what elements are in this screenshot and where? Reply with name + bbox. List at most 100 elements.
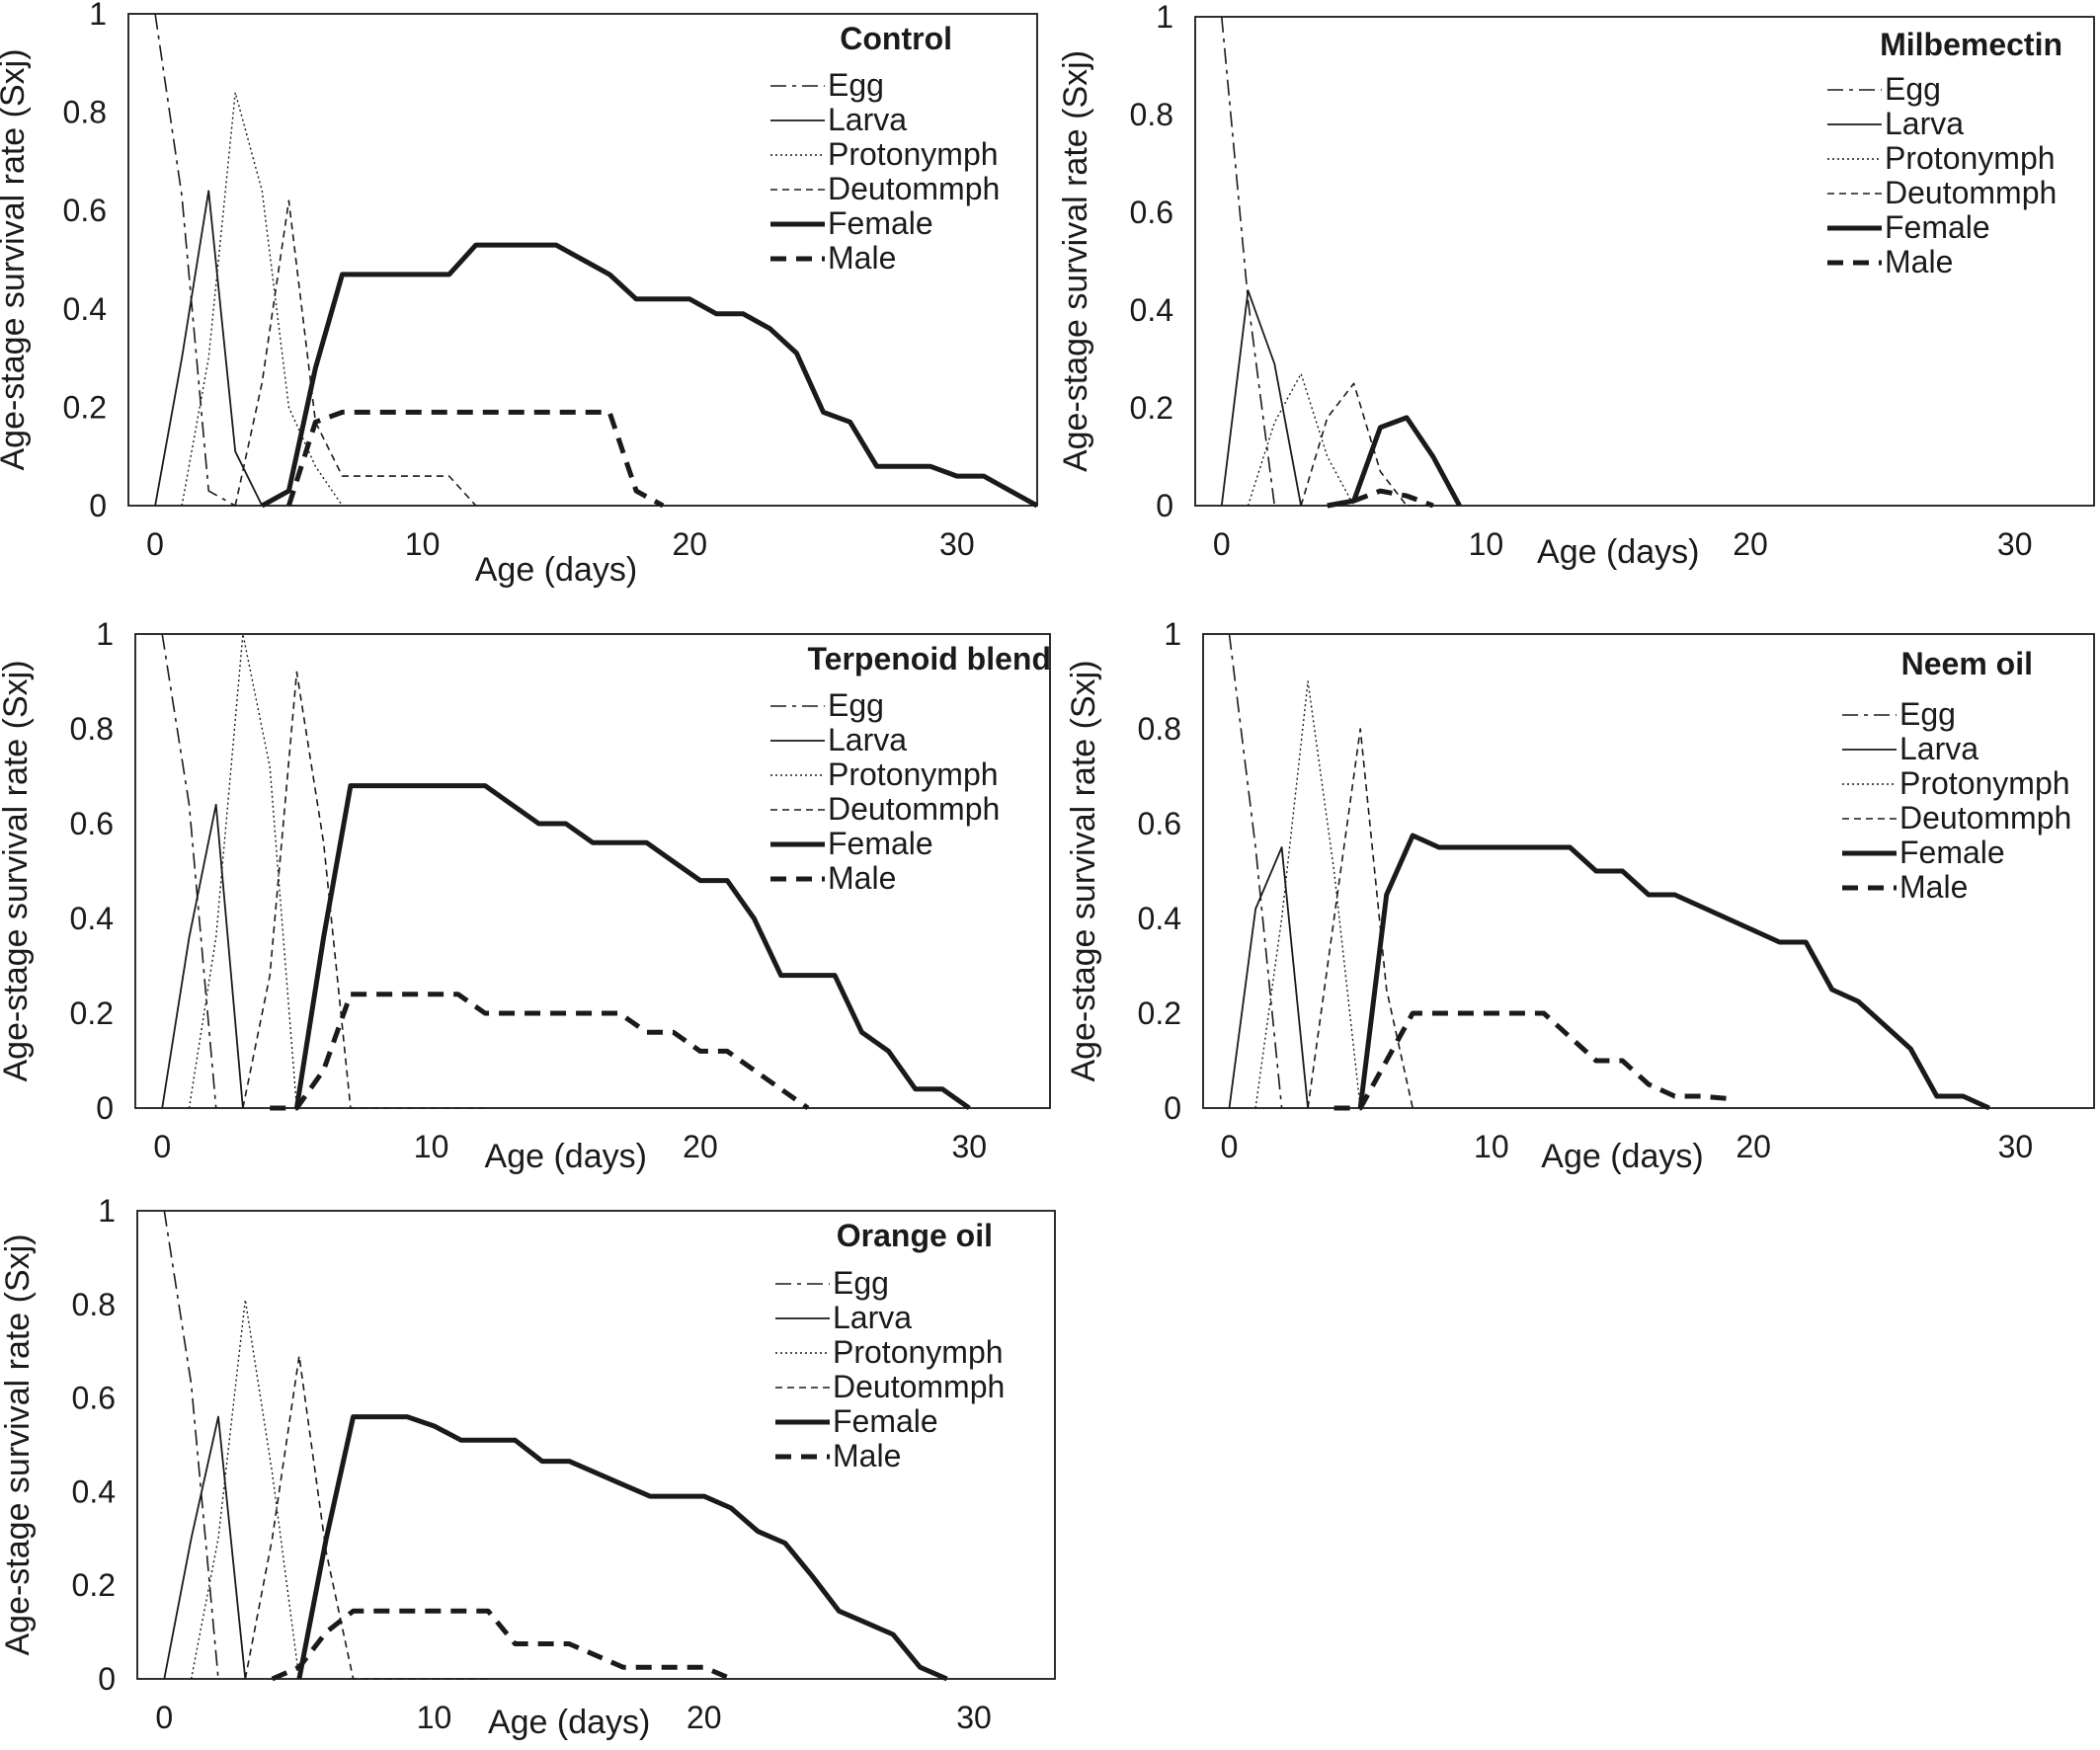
- y-tick-label: 1: [89, 0, 107, 32]
- series-line-male: [1327, 488, 1434, 509]
- x-axis-label: Age (days): [485, 1138, 647, 1175]
- legend-label-male: Male: [828, 240, 896, 276]
- legend-label-female: Female: [1899, 835, 2005, 870]
- legend-label-male: Male: [833, 1438, 901, 1473]
- y-tick-label: 0.8: [1138, 711, 1181, 747]
- x-tick-label: 10: [414, 1129, 449, 1164]
- series-line-larva: [154, 190, 264, 507]
- series-line-larva: [163, 1415, 247, 1680]
- y-tick-label: 0: [89, 488, 107, 523]
- y-tick-label: 0.2: [70, 995, 114, 1031]
- legend-label-deutommph: Deutommph: [1885, 175, 2057, 210]
- series-line-female: [293, 783, 971, 1111]
- y-tick-label: 0.4: [1138, 901, 1181, 936]
- legend-label-larva: Larva: [833, 1300, 912, 1335]
- legend-label-male: Male: [1885, 244, 1953, 279]
- y-tick-label: 0.8: [72, 1287, 116, 1322]
- x-tick-label: 30: [939, 526, 975, 562]
- series-line-egg: [1221, 16, 1276, 507]
- x-tick-label: 20: [1733, 526, 1768, 562]
- plot-frame: [1194, 16, 2095, 507]
- y-tick-label: 1: [98, 1193, 116, 1229]
- series-line-larva: [1220, 289, 1302, 507]
- y-tick-label: 0.6: [1138, 806, 1181, 841]
- legend-label-male: Male: [1899, 869, 1968, 905]
- series-line-female: [1327, 415, 1462, 509]
- legend-label-protonymph: Protonymph: [833, 1334, 1004, 1370]
- y-tick-label: 0.2: [1130, 390, 1173, 426]
- y-tick-label: 0.8: [1130, 97, 1173, 132]
- y-axis-label: Age-stage survival rate (Sxj): [0, 1233, 37, 1655]
- y-tick-label: 0.8: [63, 95, 107, 130]
- y-axis-label: Age-stage survival rate (Sxj): [1065, 660, 1102, 1081]
- legend-label-female: Female: [828, 826, 933, 861]
- legend-label-egg: Egg: [1899, 696, 1956, 732]
- legend-label-female: Female: [1885, 209, 1990, 245]
- legend-label-egg: Egg: [828, 67, 884, 103]
- series-line-deutommph: [234, 199, 477, 507]
- series-line-male: [286, 409, 665, 509]
- y-axis-label: Age-stage survival rate (Sxj): [0, 48, 32, 470]
- series-line-protonymph: [1254, 680, 1361, 1109]
- series-line-female: [261, 242, 1039, 509]
- legend-label-deutommph: Deutommph: [1899, 800, 2071, 835]
- legend-label-protonymph: Protonymph: [828, 136, 999, 172]
- legend-label-protonymph: Protonymph: [1899, 765, 2070, 801]
- legend-label-female: Female: [833, 1403, 938, 1439]
- x-tick-label: 0: [1221, 1129, 1239, 1164]
- chart-title: Control: [840, 21, 952, 56]
- x-tick-label: 30: [956, 1700, 992, 1735]
- y-tick-label: 0: [96, 1090, 114, 1126]
- series-line-egg: [1228, 633, 1283, 1109]
- series-line-female: [1357, 833, 1990, 1111]
- y-tick-label: 0.6: [63, 193, 107, 228]
- legend-label-egg: Egg: [828, 687, 884, 723]
- chart-title: Terpenoid blend: [807, 641, 1051, 676]
- legend-label-larva: Larva: [828, 102, 907, 137]
- x-tick-label: 0: [146, 526, 164, 562]
- legend-label-female: Female: [828, 205, 933, 241]
- y-tick-label: 0.6: [72, 1381, 116, 1416]
- plot-frame: [1202, 633, 2095, 1109]
- y-tick-label: 0: [1156, 488, 1173, 523]
- series-line-protonymph: [190, 1299, 300, 1680]
- legend-label-larva: Larva: [1899, 731, 1979, 766]
- legend-label-deutommph: Deutommph: [833, 1369, 1005, 1404]
- y-tick-label: 0.4: [70, 901, 114, 936]
- plot-frame: [134, 633, 1051, 1109]
- x-tick-label: 0: [1213, 526, 1231, 562]
- x-tick-label: 10: [1469, 526, 1504, 562]
- y-tick-label: 0.2: [72, 1567, 116, 1603]
- legend-label-protonymph: Protonymph: [828, 756, 999, 792]
- legend-label-deutommph: Deutommph: [828, 791, 1000, 827]
- series-line-male: [271, 1608, 733, 1682]
- legend-label-deutommph: Deutommph: [828, 171, 1000, 206]
- y-tick-label: 0.2: [63, 389, 107, 425]
- x-tick-label: 0: [155, 1700, 173, 1735]
- y-tick-label: 0.6: [1130, 195, 1173, 230]
- x-tick-label: 10: [1474, 1129, 1509, 1164]
- plot-frame: [127, 13, 1038, 507]
- legend-label-larva: Larva: [828, 722, 907, 757]
- series-line-deutommph: [242, 671, 486, 1109]
- series-line-egg: [163, 1210, 219, 1680]
- y-tick-label: 0: [1164, 1090, 1181, 1126]
- y-tick-label: 1: [1156, 0, 1173, 35]
- series-line-deutommph: [1307, 728, 1413, 1109]
- y-axis-label: Age-stage survival rate (Sxj): [0, 660, 35, 1081]
- x-axis-label: Age (days): [475, 551, 637, 589]
- chart-title: Orange oil: [837, 1218, 993, 1253]
- plot-frame: [136, 1210, 1056, 1680]
- series-line-larva: [161, 803, 244, 1109]
- y-tick-label: 0: [98, 1661, 116, 1697]
- series-line-protonymph: [188, 633, 298, 1109]
- series-line-protonymph: [181, 91, 344, 507]
- y-axis-label: Age-stage survival rate (Sxj): [1057, 50, 1094, 472]
- x-tick-label: 30: [1998, 1129, 2034, 1164]
- y-tick-label: 0.4: [1130, 292, 1173, 328]
- y-tick-label: 0.6: [70, 806, 114, 841]
- y-tick-label: 0.8: [70, 711, 114, 747]
